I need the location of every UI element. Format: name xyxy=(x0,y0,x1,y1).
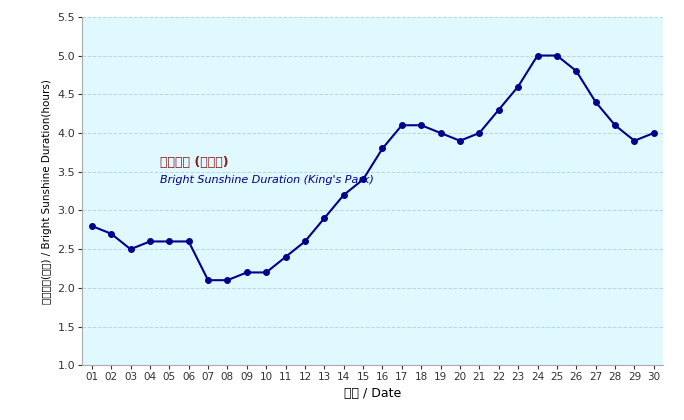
Text: 平均日照 (京士柏): 平均日照 (京士柏) xyxy=(159,155,228,168)
Y-axis label: 平均日照(小時) / Bright Sunshine Duration(hours): 平均日照(小時) / Bright Sunshine Duration(hour… xyxy=(42,79,52,304)
Text: Bright Sunshine Duration (King's Park): Bright Sunshine Duration (King's Park) xyxy=(159,175,373,184)
X-axis label: 日期 / Date: 日期 / Date xyxy=(344,386,402,399)
